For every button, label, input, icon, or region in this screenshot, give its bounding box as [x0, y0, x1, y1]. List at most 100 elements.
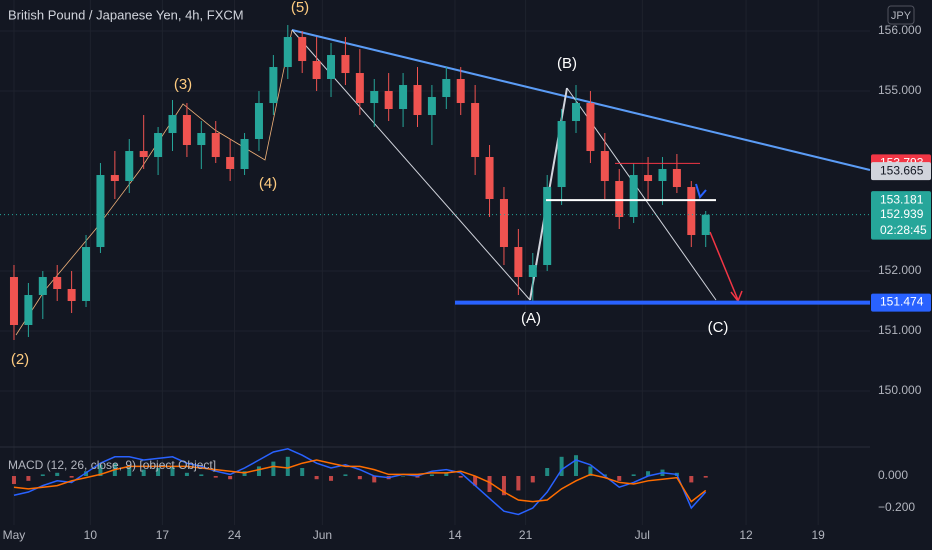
candle-body: [197, 133, 206, 146]
histogram-bar: [617, 476, 622, 481]
candle-body: [572, 103, 581, 122]
candle-body: [499, 199, 508, 248]
x-tick-label: 14: [448, 528, 462, 542]
candle-body: [687, 187, 696, 236]
candle-body: [586, 103, 595, 152]
candle-body: [341, 55, 350, 74]
indicator-line: [13, 459, 707, 503]
histogram-bar: [184, 472, 189, 477]
y-tick-label: 150.000: [878, 383, 922, 397]
wave-label: (C): [708, 319, 729, 336]
candle-body: [312, 61, 321, 80]
candle-body: [9, 277, 18, 326]
candle-body: [96, 175, 105, 248]
candle-body: [240, 139, 249, 170]
histogram-bar: [228, 476, 233, 480]
y-tick-label: 156.000: [878, 23, 922, 37]
histogram-bar: [285, 456, 290, 477]
histogram-bar: [401, 476, 406, 477]
countdown: 02:28:45: [880, 223, 927, 237]
indicator-title: MACD (12, 26, close, 9) [object Object]: [8, 458, 216, 472]
histogram-bar: [631, 474, 636, 477]
x-tick-label: May: [3, 528, 26, 542]
y-tick-label: 151.000: [878, 323, 922, 337]
x-tick-label: 17: [156, 528, 170, 542]
histogram-bar: [40, 474, 45, 477]
y-tick-label: −0.200: [878, 500, 915, 514]
candle-body: [528, 265, 537, 278]
candle-body: [298, 37, 307, 62]
histogram-bar: [516, 476, 521, 491]
histogram-bar: [69, 476, 74, 478]
wave-label: (3): [174, 76, 192, 93]
x-tick-label: 10: [84, 528, 98, 542]
histogram-bar: [242, 471, 247, 477]
histogram-bar: [199, 474, 204, 477]
histogram-bar: [314, 476, 319, 480]
candle-body: [254, 103, 263, 140]
wave-label: (4): [259, 175, 277, 192]
histogram-bar: [372, 476, 377, 483]
candle-body: [226, 157, 235, 170]
histogram-bar: [458, 476, 463, 478]
candle-body: [67, 289, 76, 302]
y-tick-label: 152.000: [878, 263, 922, 277]
candle-body: [543, 187, 552, 266]
candle-body: [182, 115, 191, 146]
candle-body: [629, 175, 638, 218]
price-tag: [871, 162, 931, 181]
x-tick-label: 12: [739, 528, 753, 542]
y-tick-label: 0.000: [878, 468, 908, 482]
histogram-bar: [343, 474, 348, 477]
wave-label: (5): [291, 0, 309, 16]
histogram-bar: [530, 476, 535, 483]
indicator-line: [13, 448, 707, 516]
x-tick-label: Jul: [635, 528, 650, 542]
candle-body: [442, 79, 451, 98]
x-tick-label: 21: [519, 528, 533, 542]
candle-body: [154, 133, 163, 158]
candle-body: [283, 37, 292, 68]
candle-body: [168, 115, 177, 134]
histogram-bar: [501, 476, 506, 496]
histogram-bar: [170, 466, 175, 477]
candle-body: [24, 295, 33, 326]
histogram-bar: [98, 464, 103, 477]
price-tag: [871, 191, 931, 210]
candle-body: [514, 247, 523, 278]
candle-body: [82, 247, 91, 302]
candle-body: [701, 214, 710, 236]
candle-body: [644, 175, 653, 182]
candle-body: [384, 91, 393, 110]
candle-body: [53, 277, 62, 290]
histogram-bar: [11, 476, 16, 485]
price-tag: [871, 205, 931, 240]
currency: JPY: [891, 10, 912, 22]
histogram-bar: [55, 472, 60, 477]
price-tag-label: 153.181: [880, 192, 924, 206]
candle-body: [485, 157, 494, 200]
price-tag-label: 151.474: [880, 295, 924, 309]
grid: [0, 0, 870, 525]
candle-body: [139, 151, 148, 158]
candle-body: [672, 169, 681, 188]
histogram-bar: [559, 456, 564, 477]
candle-body: [471, 103, 480, 158]
candle-body: [38, 277, 47, 296]
currency-box: [887, 5, 915, 25]
chart-title: British Pound / Japanese Yen, 4h, FXCM: [8, 7, 244, 22]
candle-body: [269, 67, 278, 104]
histogram-bar: [141, 469, 146, 477]
histogram-bar: [26, 476, 31, 481]
projection-arrow: [709, 231, 739, 301]
candle-body: [427, 97, 436, 116]
y-tick-label: 155.000: [878, 83, 922, 97]
histogram-bar: [300, 468, 305, 477]
histogram-bar: [429, 474, 434, 477]
x-tick-label: 24: [228, 528, 242, 542]
candle-body: [327, 55, 336, 80]
candle-body: [600, 151, 609, 182]
histogram-bar: [473, 476, 478, 486]
candle-body: [615, 181, 624, 218]
